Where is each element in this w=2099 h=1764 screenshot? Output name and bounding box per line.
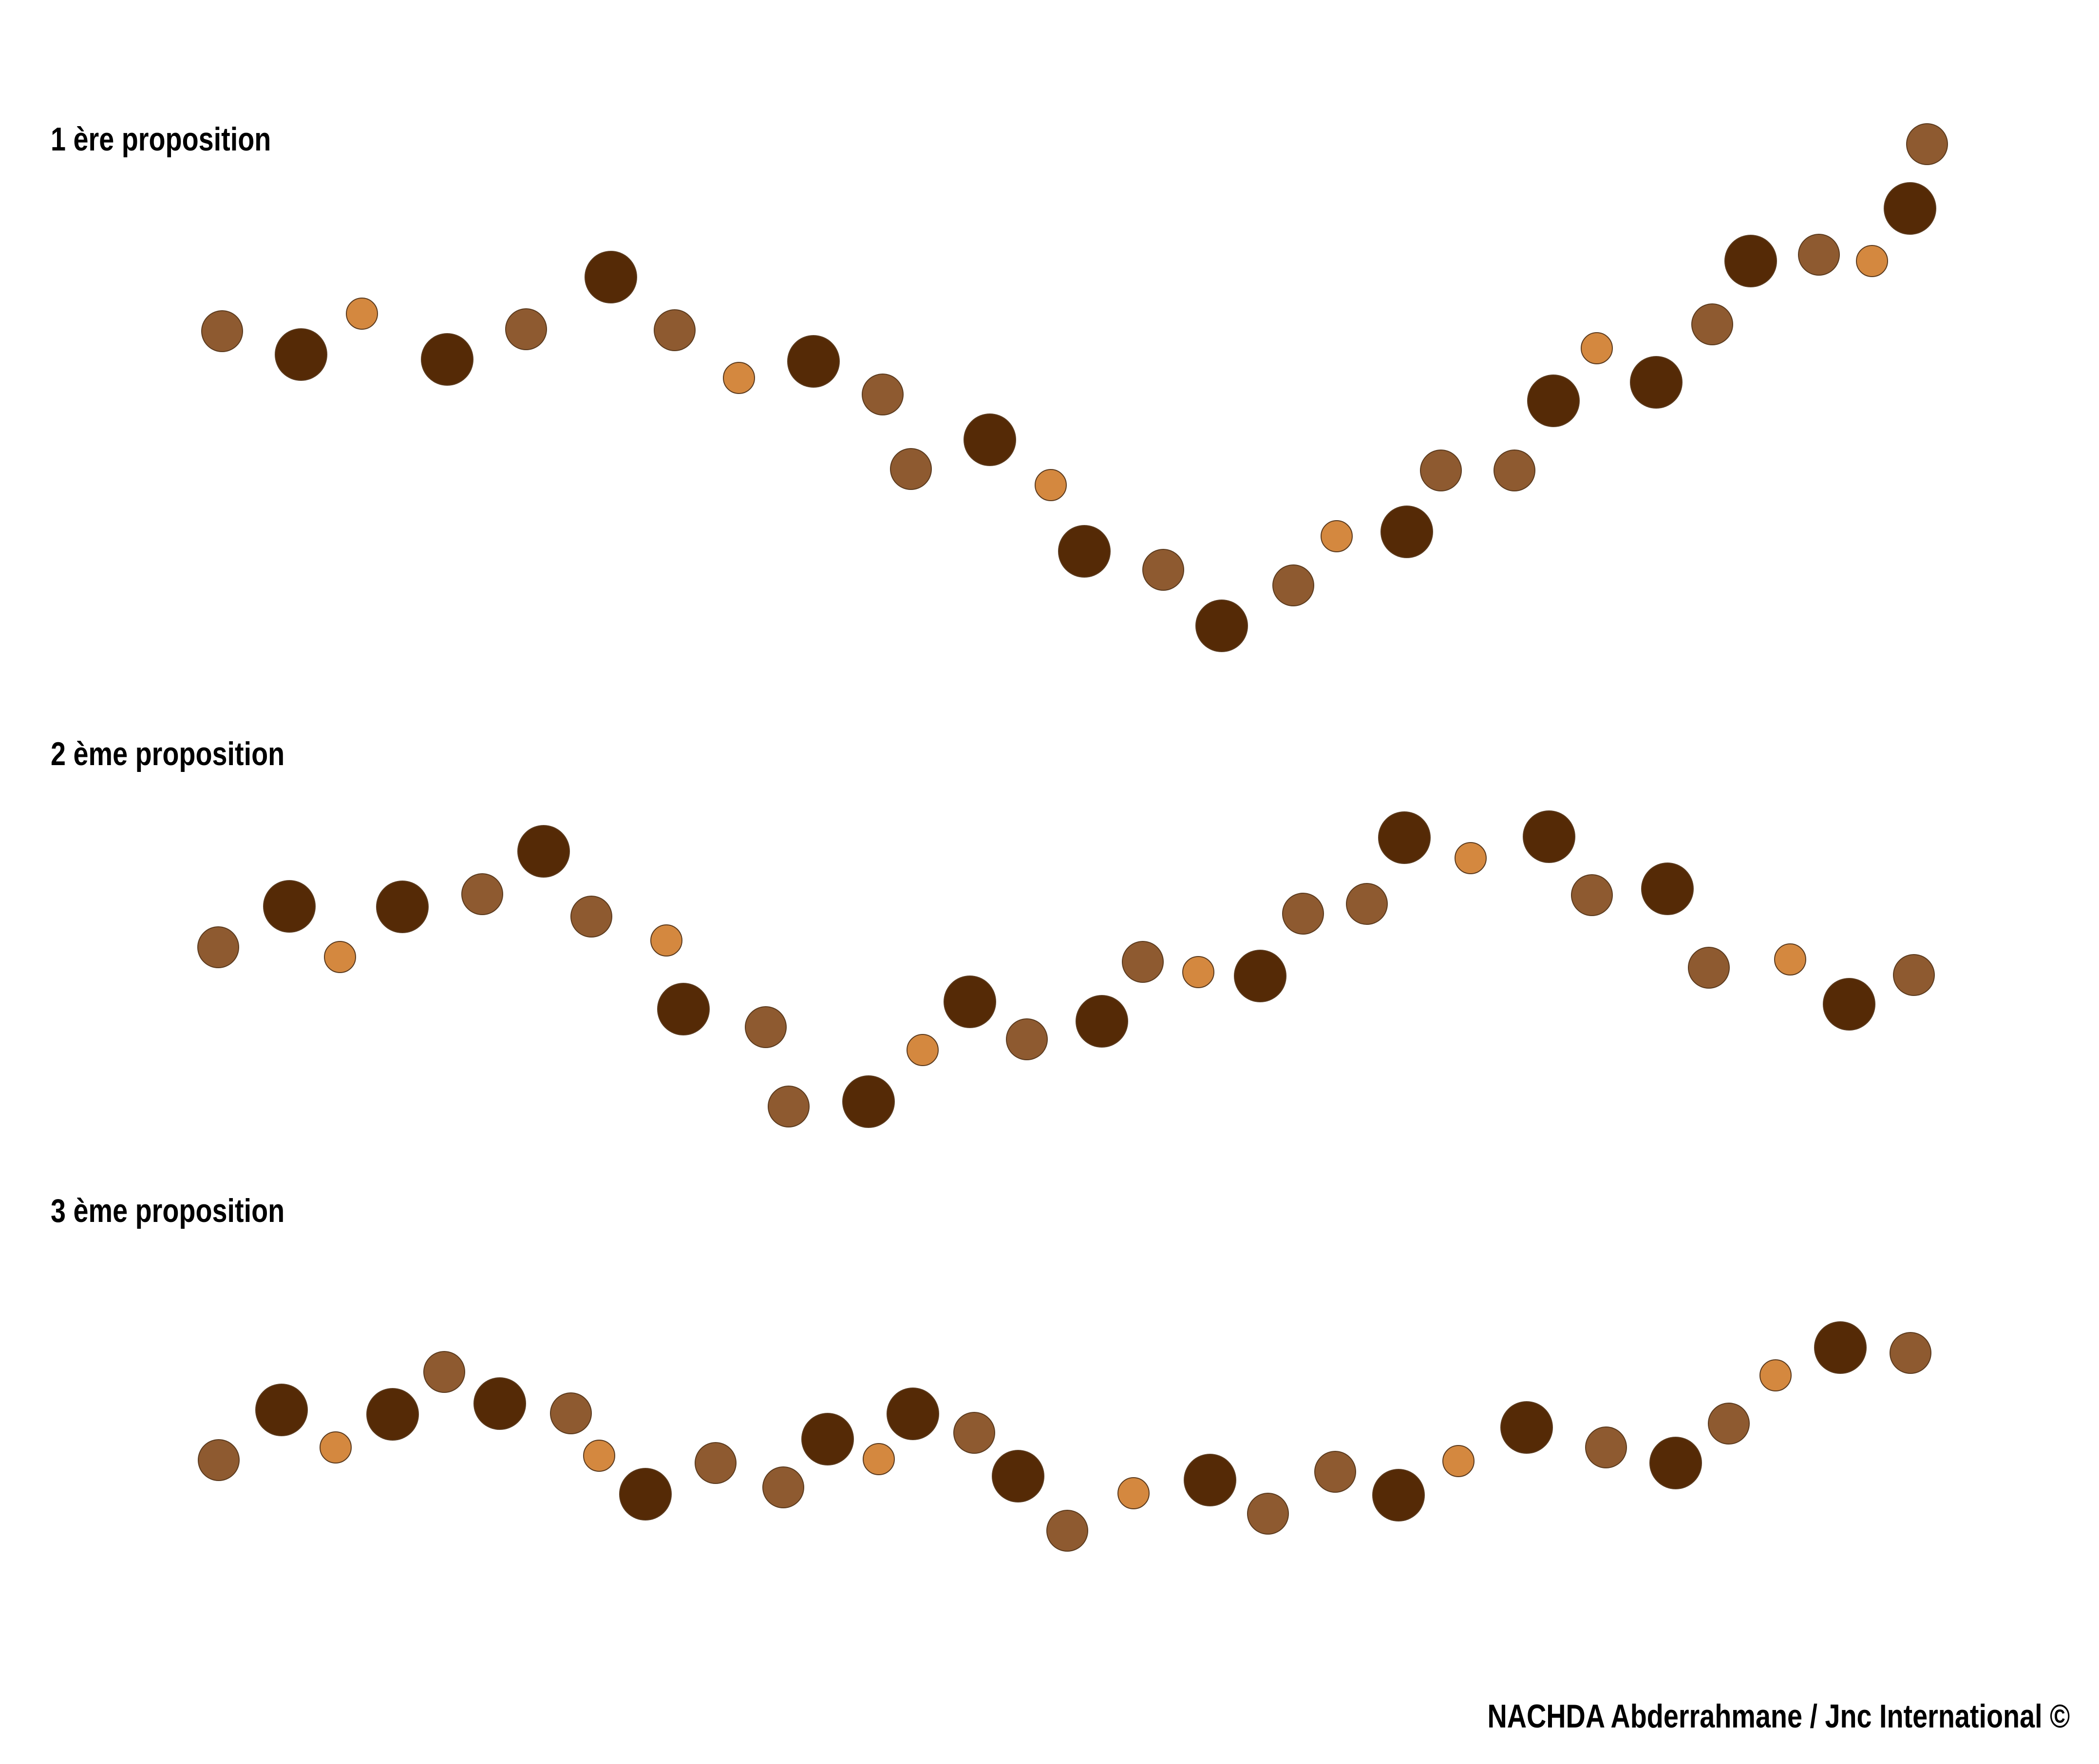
dot-small <box>1759 1359 1792 1391</box>
dot-small <box>907 1034 939 1066</box>
dot-medium <box>1046 1510 1088 1552</box>
proposition-3-dots <box>198 1321 1931 1552</box>
dot-small <box>723 362 755 394</box>
dot-large <box>1527 375 1580 427</box>
dot-small <box>1856 245 1888 277</box>
dot-large <box>473 1377 526 1430</box>
dot-large <box>366 1388 419 1441</box>
dot-medium <box>1571 874 1613 916</box>
dot-small <box>1117 1477 1150 1509</box>
proposition-2-title: 2 ème proposition <box>51 735 285 772</box>
dot-medium <box>1122 941 1164 983</box>
dot-medium <box>505 308 547 350</box>
dot-small <box>650 924 682 957</box>
dot-small <box>320 1431 352 1464</box>
dot-medium <box>198 1439 240 1481</box>
dot-large <box>1372 1469 1425 1521</box>
dot-large <box>421 333 473 386</box>
dot-medium <box>1893 954 1935 996</box>
dot-medium <box>1798 234 1840 276</box>
dot-medium <box>695 1442 737 1484</box>
dot-medium <box>1688 947 1730 989</box>
dot-medium <box>1494 450 1535 491</box>
copyright-credit: NACHDA Abderrahmane / Jnc International … <box>1487 1698 2070 1735</box>
dot-large <box>1500 1401 1553 1454</box>
dot-small <box>1442 1445 1475 1477</box>
dot-large <box>1378 811 1431 864</box>
dot-medium <box>1420 450 1462 491</box>
dot-large <box>1076 995 1128 1048</box>
dot-medium <box>890 448 932 490</box>
dot-medium <box>570 896 612 938</box>
dot-medium <box>423 1351 465 1393</box>
dot-medium <box>953 1412 995 1454</box>
dot-large <box>517 825 570 878</box>
dot-large <box>944 976 996 1028</box>
dot-medium <box>201 310 243 352</box>
dot-large <box>657 983 710 1035</box>
dot-large <box>1184 1454 1236 1506</box>
dot-small <box>1455 842 1487 874</box>
dot-large <box>263 880 316 933</box>
dot-large <box>376 881 429 933</box>
dot-medium <box>1282 893 1324 935</box>
dot-medium <box>1691 303 1733 345</box>
dot-medium <box>654 309 696 351</box>
dot-medium <box>1272 564 1314 606</box>
dot-medium <box>550 1392 592 1434</box>
dot-large <box>801 1413 854 1465</box>
dot-medium <box>1142 549 1184 591</box>
dot-medium <box>768 1086 810 1127</box>
dot-large <box>842 1075 895 1128</box>
proposition-3-title: 3 ème proposition <box>51 1192 285 1229</box>
dot-large <box>1884 182 1936 235</box>
dot-large <box>1523 810 1575 863</box>
dot-small <box>863 1443 895 1475</box>
dot-large <box>787 335 840 388</box>
dot-medium <box>1585 1426 1627 1468</box>
dot-large <box>964 413 1016 466</box>
dot-medium <box>1314 1451 1356 1493</box>
dot-medium <box>745 1006 787 1048</box>
dot-large <box>619 1468 672 1520</box>
dot-medium <box>461 873 503 915</box>
dot-small <box>1182 956 1214 988</box>
dot-large <box>992 1450 1044 1502</box>
dot-large <box>1641 863 1694 915</box>
dot-medium <box>1890 1332 1931 1374</box>
dot-medium <box>1906 123 1948 165</box>
dot-small <box>1035 469 1067 501</box>
dot-large <box>1234 950 1286 1002</box>
dot-medium <box>1346 883 1388 925</box>
dot-medium <box>1006 1018 1048 1060</box>
dot-medium <box>1247 1493 1289 1535</box>
dot-medium <box>1708 1403 1750 1445</box>
dot-small <box>324 941 356 973</box>
dot-large <box>1195 600 1248 652</box>
dot-small <box>1581 332 1613 364</box>
dot-large <box>1058 525 1111 578</box>
dot-large <box>1823 978 1875 1031</box>
dot-medium <box>197 926 239 968</box>
proposition-1-dots <box>201 123 1948 652</box>
dot-large <box>1630 356 1683 409</box>
dot-medium <box>762 1466 804 1508</box>
proposition-2-dots <box>197 810 1935 1128</box>
dot-small <box>1774 943 1806 976</box>
dot-small <box>583 1440 615 1472</box>
dot-large <box>275 328 327 381</box>
dot-large <box>1380 506 1433 558</box>
proposition-1-title: 1 ère proposition <box>51 121 271 158</box>
dot-large <box>1649 1437 1702 1489</box>
dot-medium <box>862 374 904 415</box>
dot-large <box>585 251 637 303</box>
dot-large <box>1814 1321 1867 1374</box>
dot-small <box>1321 520 1353 552</box>
dot-large <box>255 1384 308 1436</box>
dot-large <box>1724 235 1777 287</box>
dot-small <box>346 298 378 330</box>
dot-large <box>887 1388 939 1440</box>
